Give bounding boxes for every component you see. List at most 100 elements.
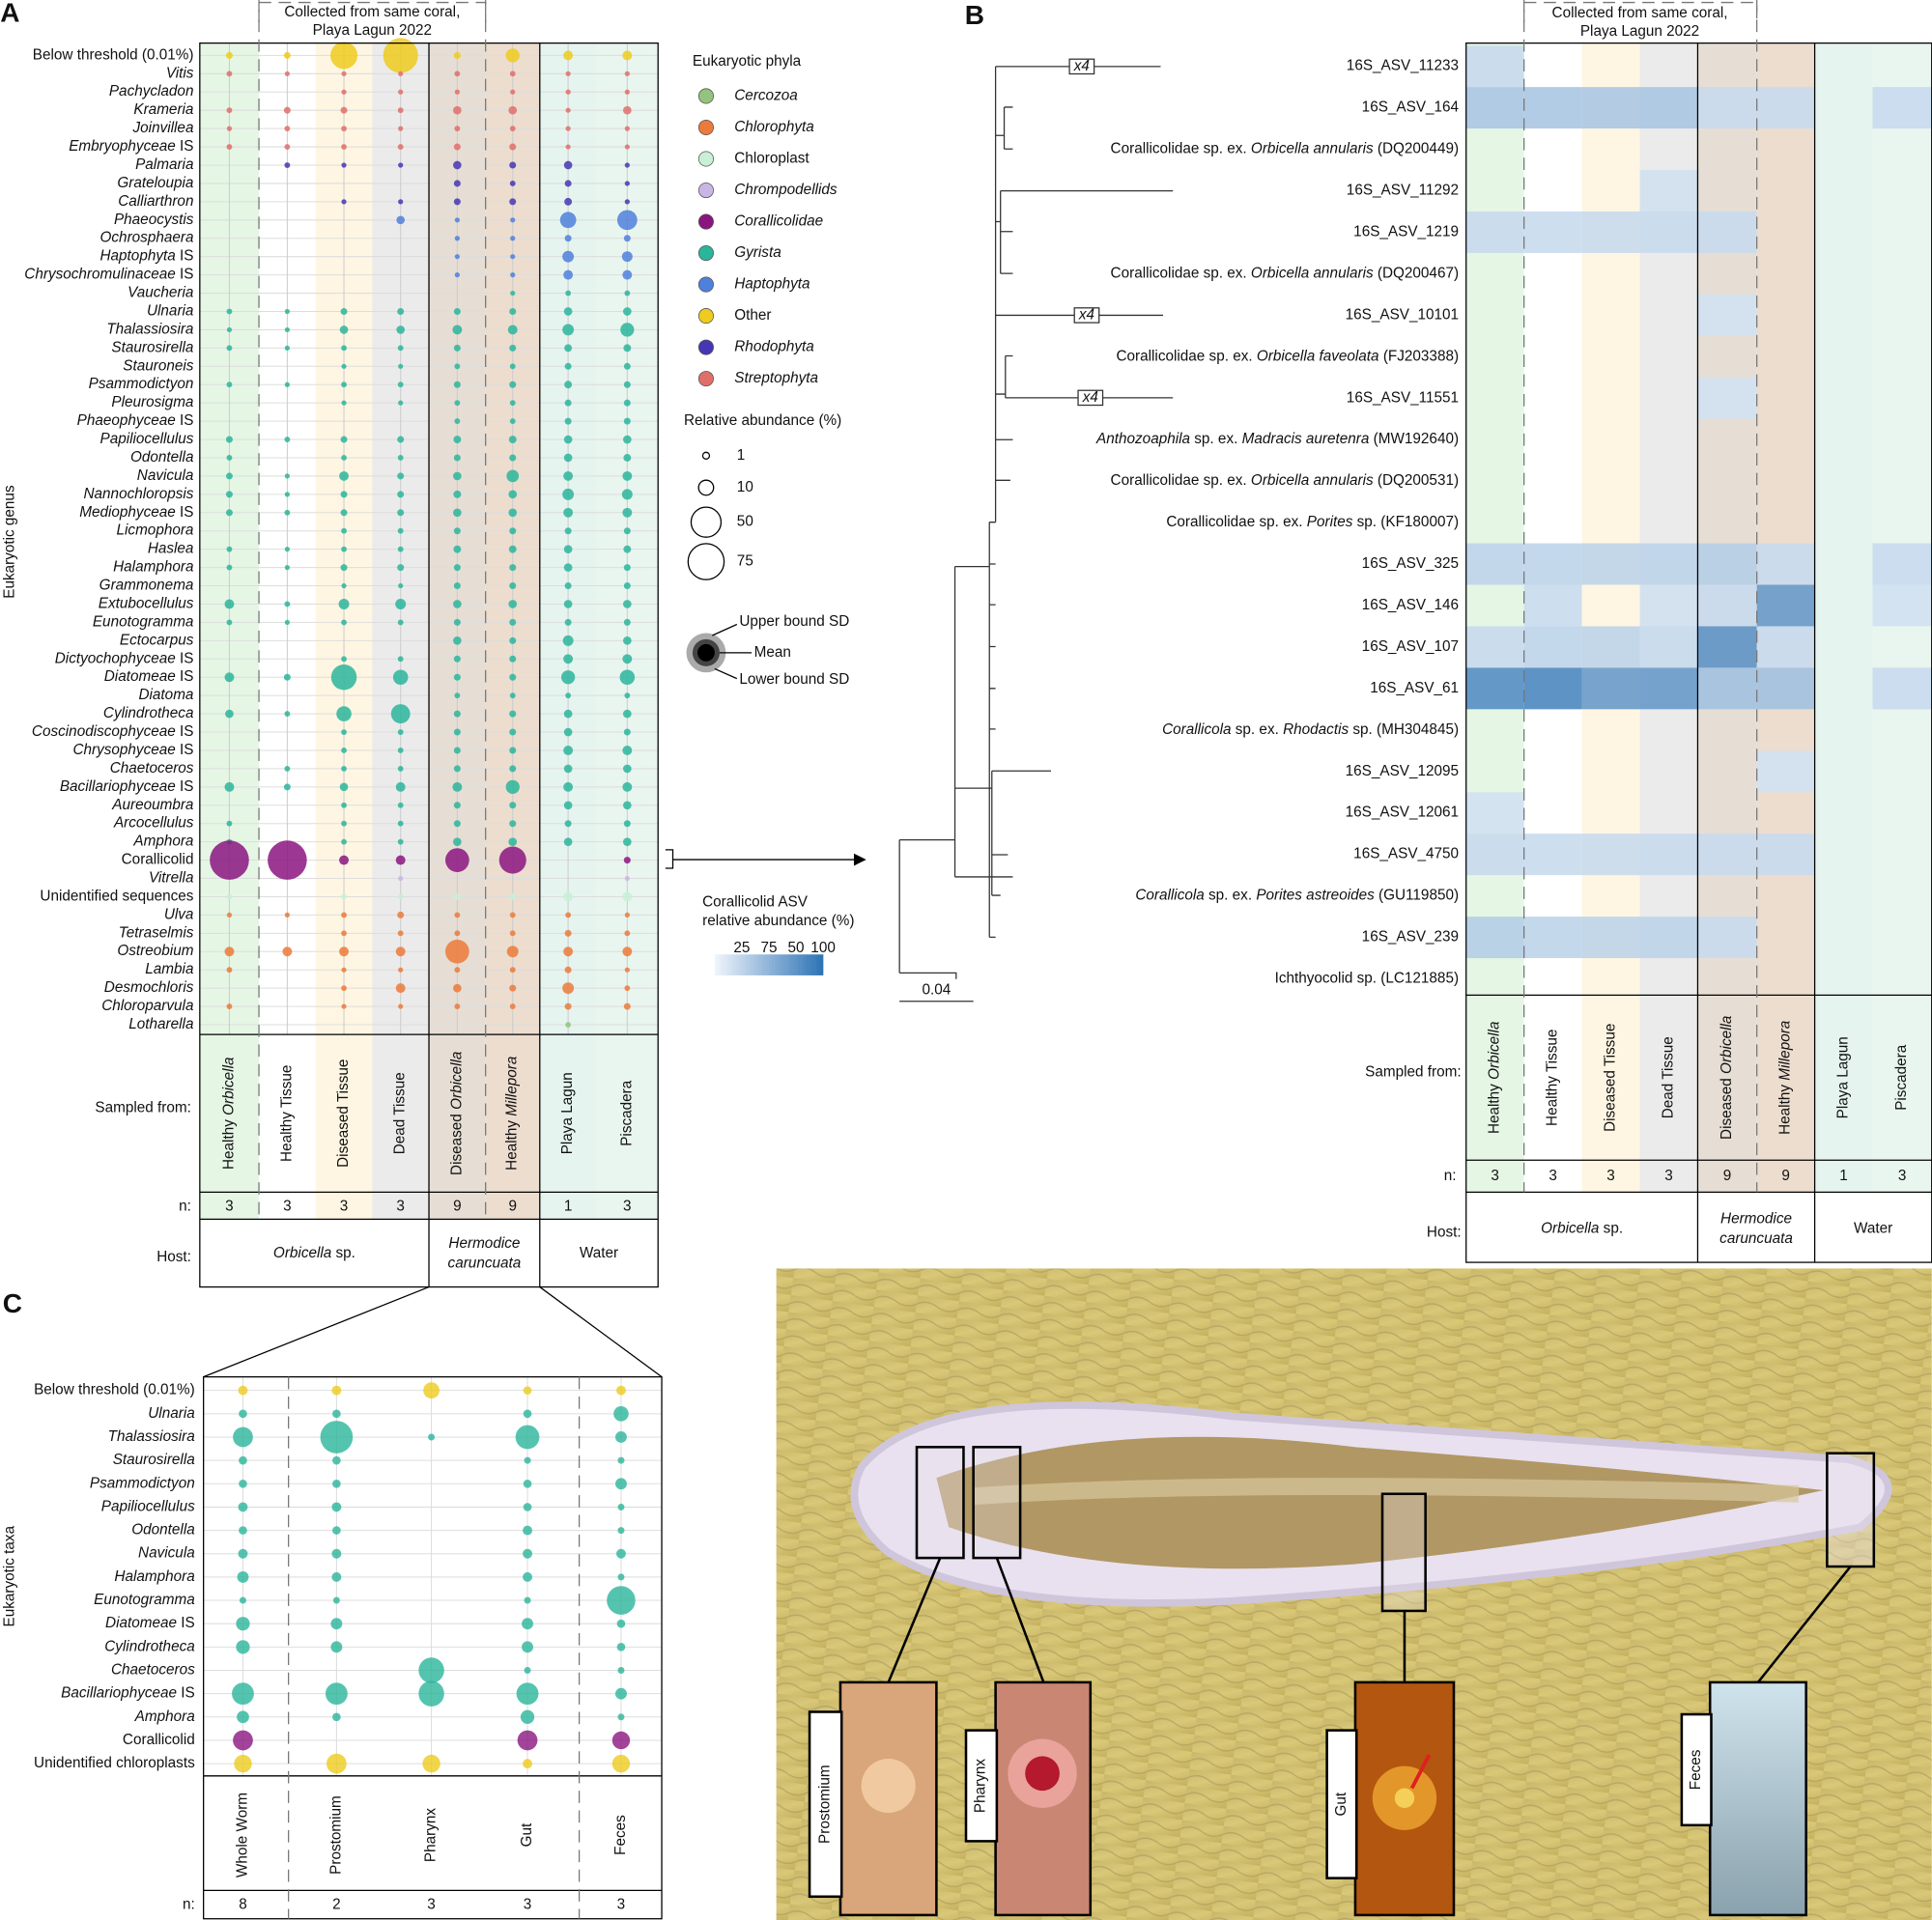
bubble (454, 418, 461, 425)
bubble (623, 709, 632, 719)
bubble (563, 837, 573, 846)
bubble (564, 966, 572, 974)
bubble (505, 779, 520, 794)
host-name: Orbicella sp. (273, 1245, 355, 1261)
bubble (498, 846, 526, 874)
bubble (563, 507, 574, 518)
bubble (452, 781, 463, 792)
row-label: Coscinodiscophyceae IS (32, 723, 194, 740)
row-label: 16S_ASV_239 (1362, 929, 1459, 946)
bubble (226, 126, 233, 131)
bracket-text: Playa Lagun 2022 (313, 22, 432, 39)
collapsed-box (1073, 307, 1100, 324)
bubble (341, 363, 347, 369)
bubble (562, 324, 575, 336)
heat-cell (1465, 543, 1524, 585)
bubble (283, 673, 291, 681)
row-label: Eunotogramma (94, 1592, 195, 1608)
row-label: Papiliocellulus (100, 431, 194, 447)
row-label: Unidentified chloroplasts (34, 1755, 195, 1771)
bubble (617, 1503, 625, 1511)
bubble (623, 582, 631, 590)
colorbar-step (771, 954, 775, 975)
bubble (283, 51, 291, 59)
bubble (341, 748, 347, 753)
bubble (509, 967, 516, 974)
bubble (225, 51, 233, 59)
bubble (336, 706, 352, 721)
colorbar-label: 75 (760, 940, 777, 956)
bubble (341, 89, 347, 95)
colorbar-step (801, 954, 805, 975)
n-value: 3 (427, 1897, 436, 1913)
bubble (624, 912, 630, 918)
row-label: 16S_ASV_325 (1362, 555, 1459, 572)
bubble (564, 582, 572, 590)
row-label: Extubocellulus (99, 596, 194, 612)
colorbar-step (810, 954, 813, 975)
sampled-from-label: Sampled from: (1365, 1064, 1461, 1081)
bubble (341, 71, 347, 76)
row-label: Bacillariophyceae IS (61, 1685, 195, 1702)
heat-cell (1581, 626, 1640, 668)
bubble (454, 363, 461, 370)
legend-title: Relative abundance (%) (684, 412, 841, 429)
bubble (330, 1641, 343, 1653)
host-name: Hermodice (448, 1235, 520, 1252)
bubble (397, 820, 404, 827)
legend-label: Rhodophyta (734, 339, 813, 355)
bubble (506, 946, 519, 958)
bubble (615, 1385, 626, 1396)
bubble (284, 473, 290, 479)
bracket (258, 1, 487, 22)
host-name: Orbicella sp. (1541, 1221, 1623, 1237)
bubble (624, 967, 630, 973)
bubble (284, 126, 291, 132)
row-label: Joinvillea (132, 120, 194, 136)
bubble (453, 673, 461, 681)
bubble (523, 1386, 532, 1395)
bubble (508, 105, 518, 115)
bubble (522, 1618, 533, 1630)
bubble (284, 547, 290, 552)
heat-cell (1697, 626, 1757, 668)
bubble (510, 272, 516, 278)
heat-cell (1697, 917, 1757, 959)
bubble (623, 837, 632, 846)
heat-cell (1465, 45, 1524, 88)
bubble (508, 508, 518, 518)
bubble (621, 251, 633, 263)
bubble (565, 1022, 572, 1028)
bubble (284, 619, 290, 626)
row-label: Below threshold (0.01%) (34, 1382, 195, 1398)
bubble (226, 893, 233, 900)
row-label: Halamphora (113, 559, 193, 576)
bubble (623, 1002, 631, 1010)
heat-cell (1523, 543, 1582, 585)
host-name: Water (1854, 1221, 1892, 1237)
bubble (623, 344, 632, 353)
colorbar-step (753, 954, 756, 975)
heat-cell (1872, 667, 1932, 710)
bubble (341, 1003, 347, 1009)
sample-label: Pharynx (423, 1808, 440, 1862)
bubble (453, 307, 461, 315)
row-label: Corallicola sp. ex. Porites astreoides (… (1135, 888, 1459, 904)
bubble (226, 71, 233, 77)
sample-label: Piscadera (618, 1080, 635, 1146)
row-label: 16S_ASV_164 (1362, 99, 1460, 116)
n-value: 9 (508, 1199, 517, 1215)
sample-label: Healthy Tissue (278, 1065, 295, 1162)
sample-label: Playa Lagun (559, 1072, 576, 1154)
row-label: 16S_ASV_1219 (1353, 223, 1459, 240)
bubble (332, 1409, 341, 1419)
bubble (509, 344, 517, 352)
bubble (341, 912, 347, 918)
bubble (398, 967, 404, 973)
bubble (559, 212, 577, 229)
n-value: 3 (617, 1897, 626, 1913)
bubble (224, 599, 235, 609)
bubble (340, 509, 348, 517)
bubble (444, 848, 469, 872)
bubble (617, 1713, 625, 1721)
